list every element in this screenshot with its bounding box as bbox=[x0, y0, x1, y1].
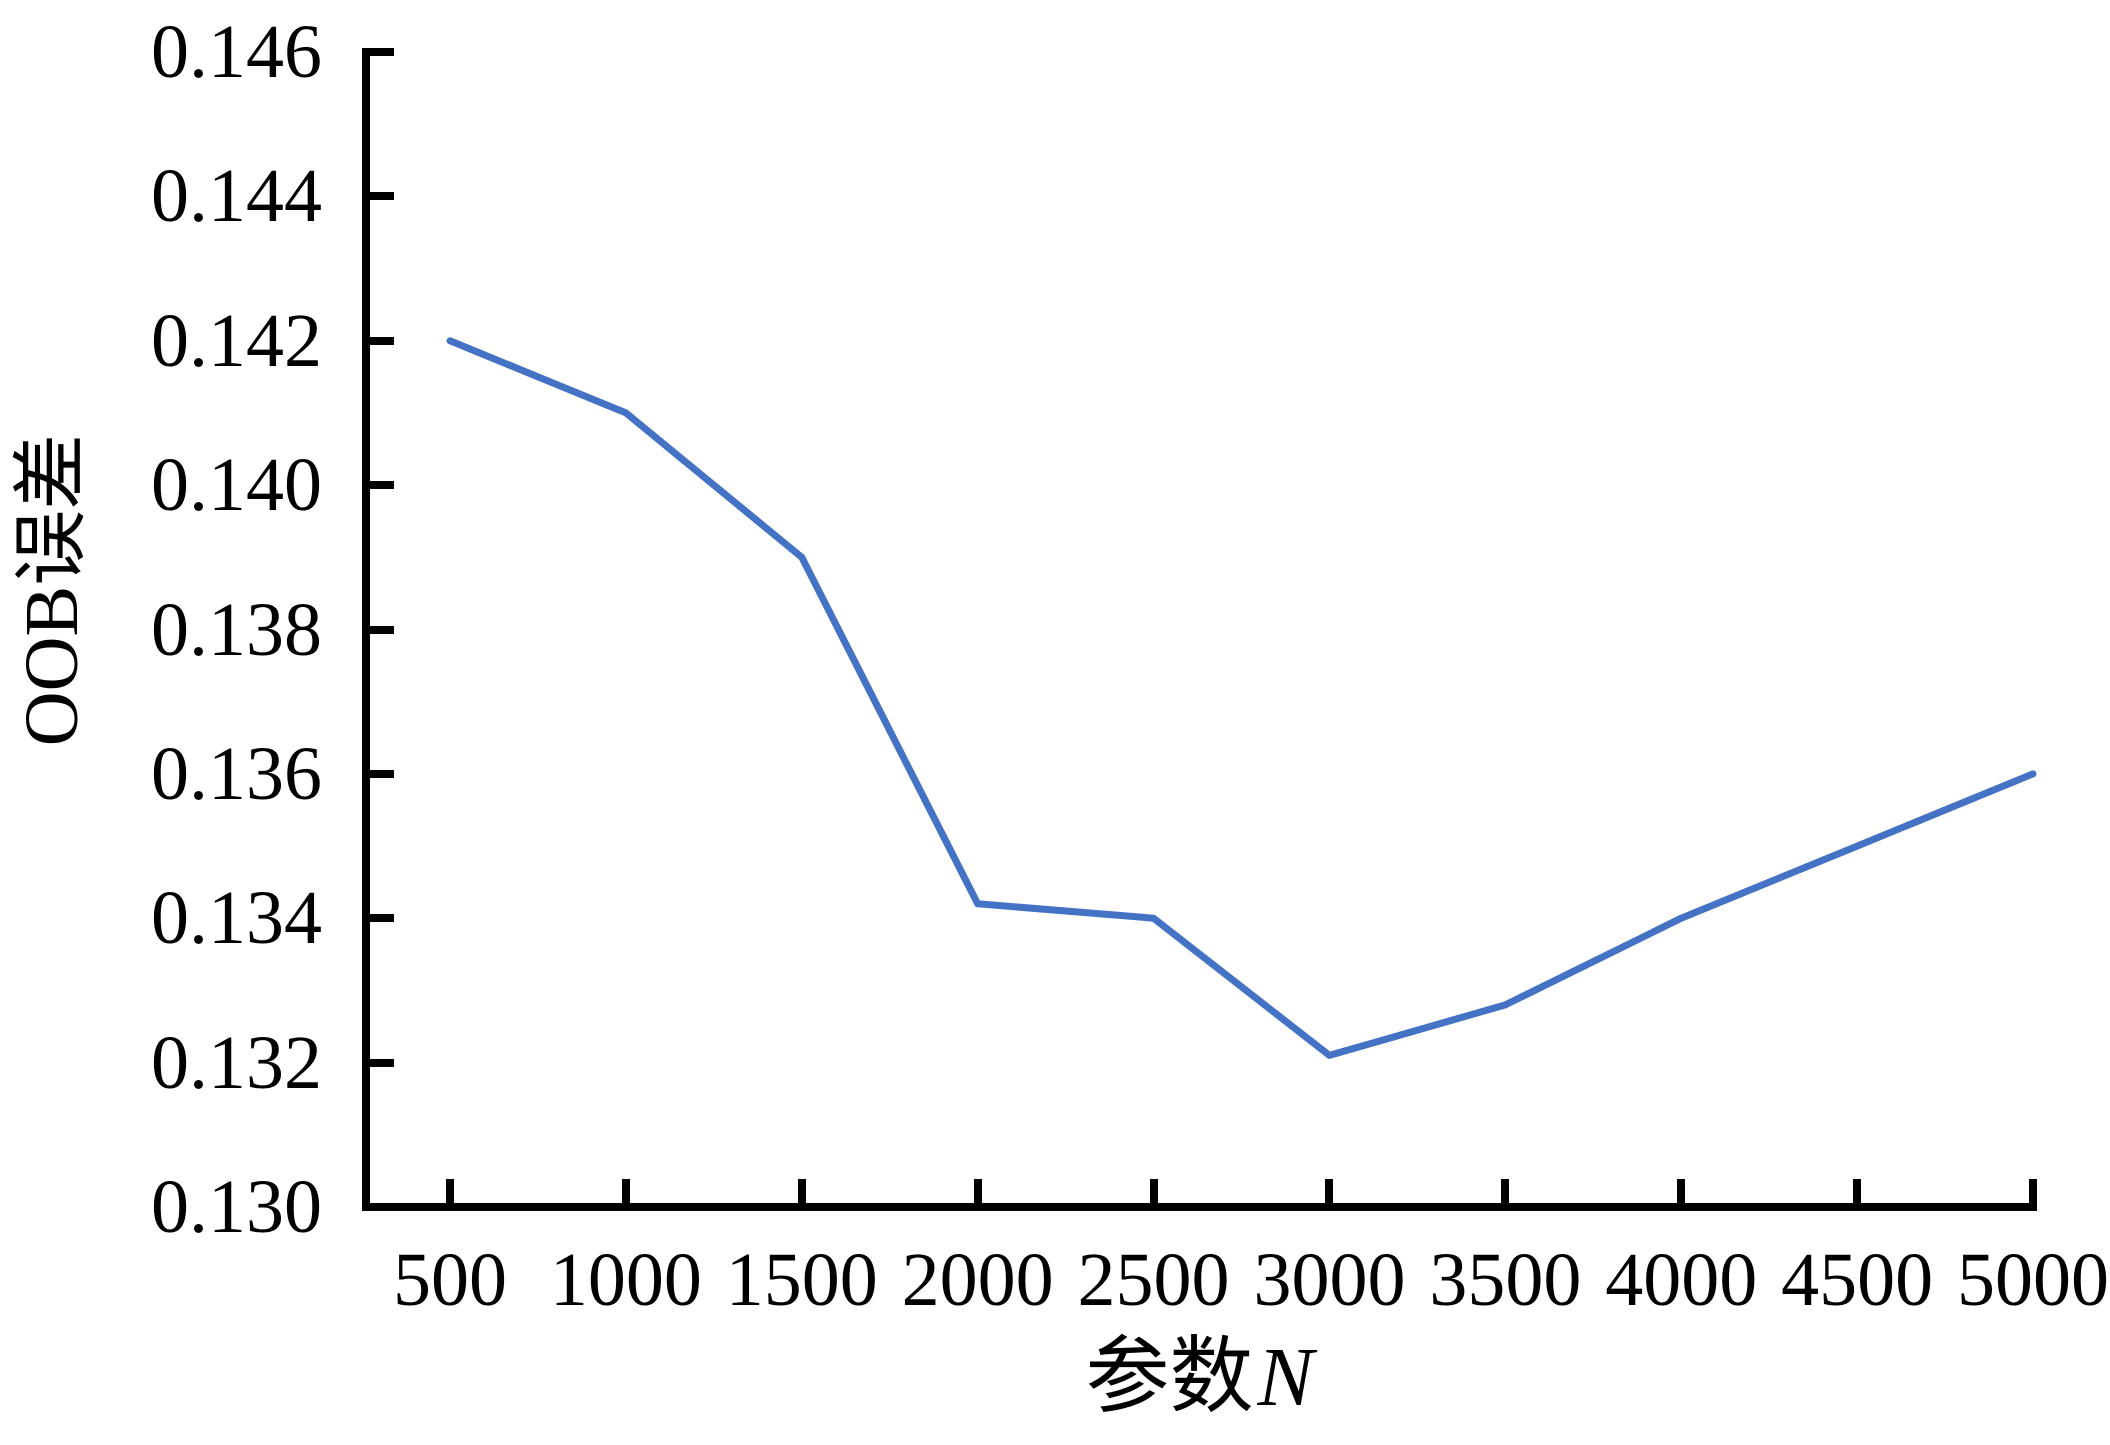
x-tick-label: 2500 bbox=[1077, 1238, 1230, 1322]
x-tick-label: 3500 bbox=[1429, 1238, 1582, 1322]
x-axis-title: 参数N bbox=[366, 1332, 2033, 1424]
y-tick bbox=[370, 1058, 394, 1067]
x-tick-label: 2000 bbox=[901, 1238, 1054, 1322]
y-tick-label: 0.138 bbox=[151, 587, 322, 672]
x-tick bbox=[2029, 1179, 2037, 1203]
x-tick-label: 1500 bbox=[725, 1238, 878, 1322]
y-tick-label: 0.144 bbox=[151, 154, 322, 239]
x-axis-title-variable: N bbox=[1257, 1331, 1314, 1424]
x-tick-label: 5000 bbox=[1957, 1238, 2109, 1322]
y-tick bbox=[370, 769, 394, 778]
x-tick bbox=[1677, 1179, 1686, 1203]
x-tick bbox=[1149, 1179, 1158, 1203]
y-tick-label: 0.134 bbox=[151, 876, 322, 961]
x-tick bbox=[621, 1179, 630, 1203]
x-tick bbox=[1325, 1179, 1334, 1203]
y-tick-label: 0.130 bbox=[151, 1165, 322, 1249]
y-tick bbox=[370, 192, 394, 201]
x-tick bbox=[973, 1179, 982, 1203]
y-tick bbox=[370, 336, 394, 345]
x-tick bbox=[446, 1179, 454, 1203]
x-tick-label: 3000 bbox=[1253, 1238, 1406, 1322]
y-tick bbox=[370, 1203, 394, 1211]
y-tick-label: 0.132 bbox=[151, 1020, 322, 1105]
x-tick bbox=[1853, 1179, 1862, 1203]
x-tick bbox=[1501, 1179, 1510, 1203]
x-tick-label: 1000 bbox=[549, 1238, 702, 1322]
x-tick-label: 4000 bbox=[1605, 1238, 1758, 1322]
oob-error-series-line bbox=[446, 337, 2037, 1059]
y-axis-line bbox=[362, 48, 370, 1211]
x-tick-label: 500 bbox=[393, 1238, 507, 1322]
y-tick-label: 0.146 bbox=[151, 10, 322, 94]
y-tick-label: 0.142 bbox=[151, 298, 322, 383]
y-tick bbox=[370, 914, 394, 923]
x-axis-title-text: 参数 bbox=[1085, 1331, 1254, 1424]
y-tick bbox=[370, 625, 394, 634]
x-tick bbox=[797, 1179, 806, 1203]
y-tick-label: 0.136 bbox=[151, 731, 322, 816]
y-tick bbox=[370, 48, 394, 56]
y-tick bbox=[370, 481, 394, 490]
x-tick-label: 4500 bbox=[1781, 1238, 1934, 1322]
x-axis-line bbox=[362, 1203, 2037, 1211]
y-tick-label: 0.140 bbox=[151, 443, 322, 528]
